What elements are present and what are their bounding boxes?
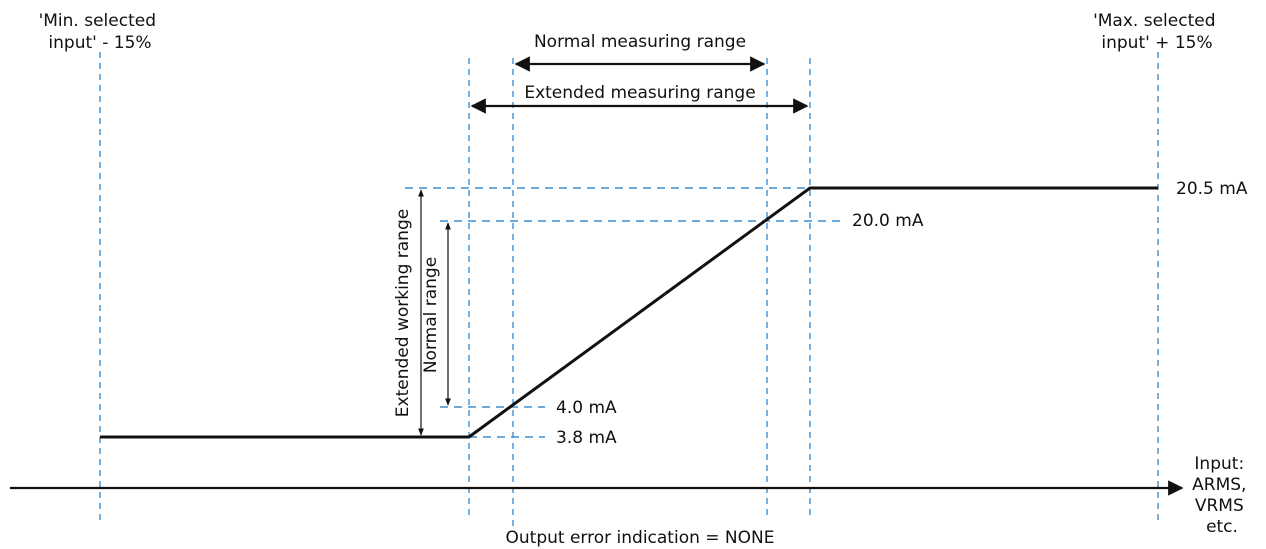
input-axis-label: Input: ARMS, VRMS etc. (1192, 454, 1252, 537)
level-20-0-ma: 20.0 mA (852, 211, 924, 231)
level-3-8-ma: 3.8 mA (556, 428, 617, 448)
max-input-label: 'Max. selected input' + 15% (1093, 11, 1221, 53)
extended-working-range-label: Extended working range (393, 209, 413, 417)
level-4-0-ma: 4.0 mA (556, 398, 617, 418)
level-20-5-ma: 20.5 mA (1176, 179, 1248, 199)
min-input-label: 'Min. selected input' - 15% (39, 11, 162, 53)
normal-range-label: Normal range (421, 257, 441, 373)
output-curve (100, 188, 1158, 437)
output-error-indication-label: Output error indication = NONE (506, 528, 775, 548)
normal-measuring-range-label: Normal measuring range (534, 32, 746, 52)
extended-measuring-range-label: Extended measuring range (524, 83, 755, 103)
